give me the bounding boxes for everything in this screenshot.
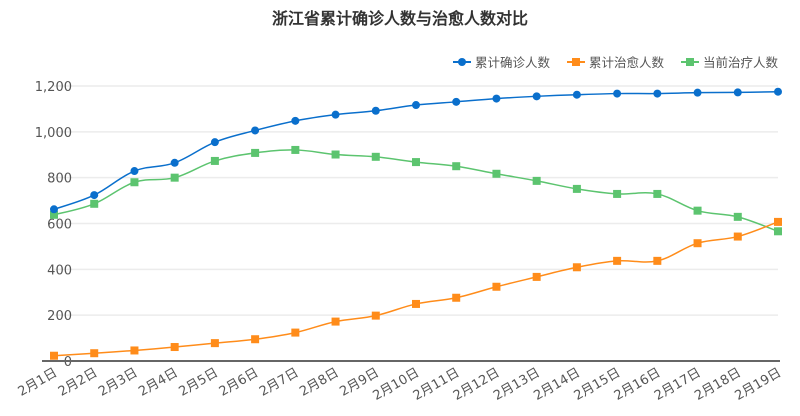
data-point xyxy=(50,210,58,219)
data-point xyxy=(774,87,782,96)
data-point xyxy=(90,199,99,208)
data-point xyxy=(251,148,260,157)
data-point xyxy=(653,189,662,198)
data-point xyxy=(210,339,219,348)
legend-label: 累计确诊人数 xyxy=(475,55,551,70)
data-point xyxy=(170,343,179,352)
y-tick-label: 800 xyxy=(47,172,72,187)
data-point xyxy=(492,94,501,103)
data-point xyxy=(693,206,702,215)
data-point xyxy=(50,351,58,360)
legend-item-2[interactable]: 当前治疗人数 xyxy=(681,55,779,70)
data-point xyxy=(532,92,541,101)
data-point xyxy=(331,110,340,119)
data-point xyxy=(693,88,702,97)
data-point xyxy=(653,256,662,265)
data-point xyxy=(532,272,541,281)
data-point xyxy=(613,256,622,265)
data-point xyxy=(331,317,340,326)
x-tick-label: 2月19日 xyxy=(732,365,784,403)
x-tick-label: 2月6日 xyxy=(217,365,261,399)
data-point xyxy=(251,335,260,344)
y-tick-label: 0 xyxy=(64,355,72,370)
data-point xyxy=(733,88,742,97)
data-point xyxy=(532,176,541,185)
data-point xyxy=(653,89,662,98)
y-tick-label: 400 xyxy=(47,263,72,278)
data-point xyxy=(130,178,139,187)
data-point xyxy=(412,299,420,308)
data-point xyxy=(774,227,782,236)
data-point xyxy=(452,97,461,106)
data-point xyxy=(452,162,461,171)
data-point xyxy=(371,152,380,161)
x-tick-label: 2月4日 xyxy=(136,365,180,399)
data-point xyxy=(170,158,179,167)
legend-label: 累计治愈人数 xyxy=(589,55,665,70)
series-line xyxy=(53,90,779,210)
data-point xyxy=(371,311,380,320)
y-tick-label: 1,200 xyxy=(35,80,72,95)
series-0 xyxy=(50,87,782,214)
x-tick-label: 2月2日 xyxy=(56,365,100,399)
data-point xyxy=(130,346,139,355)
data-point xyxy=(733,232,742,241)
data-point xyxy=(412,158,420,167)
series-line xyxy=(53,221,779,357)
data-point xyxy=(492,169,501,178)
legend-item-1[interactable]: 累计治愈人数 xyxy=(567,55,665,70)
legend-label: 当前治疗人数 xyxy=(703,55,779,70)
data-point xyxy=(210,138,219,147)
data-point xyxy=(412,101,420,110)
data-point xyxy=(291,328,300,337)
legend-item-0[interactable]: 累计确诊人数 xyxy=(453,55,551,70)
data-point xyxy=(50,205,58,214)
legend-marker-icon xyxy=(686,58,694,66)
data-point xyxy=(693,239,702,248)
series-2 xyxy=(50,145,782,236)
data-point xyxy=(733,212,742,221)
data-point xyxy=(572,90,581,99)
data-point xyxy=(572,184,581,193)
series-1 xyxy=(50,217,782,360)
x-tick-label: 2月1日 xyxy=(16,365,60,399)
data-point xyxy=(613,89,622,98)
data-point xyxy=(774,217,782,226)
data-point xyxy=(130,167,139,176)
chart-title: 浙江省累计确诊人数与治愈人数对比 xyxy=(272,9,528,28)
y-tick-label: 1,000 xyxy=(35,126,72,141)
data-point xyxy=(371,106,380,115)
x-tick-label: 2月3日 xyxy=(96,365,140,399)
legend-marker-icon xyxy=(572,58,580,66)
y-tick-label: 600 xyxy=(47,218,72,233)
data-point xyxy=(331,150,340,159)
data-point xyxy=(90,191,99,200)
data-point xyxy=(291,145,300,154)
legend-marker-icon xyxy=(458,58,466,66)
data-point xyxy=(251,126,260,135)
x-tick-label: 2月8日 xyxy=(297,365,341,399)
data-point xyxy=(492,282,501,291)
data-point xyxy=(210,156,219,165)
y-tick-label: 200 xyxy=(47,309,72,324)
x-tick-label: 2月7日 xyxy=(257,365,301,399)
data-point xyxy=(613,189,622,198)
data-point xyxy=(170,173,179,182)
data-point xyxy=(452,293,461,302)
data-point xyxy=(90,349,99,358)
data-point xyxy=(572,263,581,272)
data-point xyxy=(291,116,300,125)
x-tick-label: 2月5日 xyxy=(177,365,221,399)
